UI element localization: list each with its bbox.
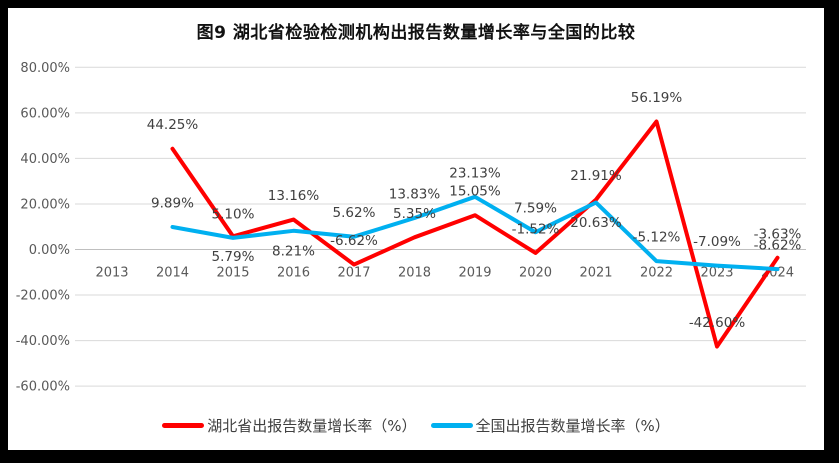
- chart-title: 图9 湖北省检验检测机构出报告数量增长率与全国的比较: [196, 23, 636, 43]
- chart-legend: 湖北省出报告数量增长率（%） 全国出报告数量增长率（%）: [8, 411, 824, 439]
- legend-item-national: 全国出报告数量增长率（%）: [430, 415, 670, 436]
- chart-panel: [8, 8, 824, 450]
- legend-swatch-hubei-red-line: [162, 422, 205, 428]
- legend-label-national: 全国出报告数量增长率（%）: [475, 416, 670, 435]
- legend-item-hubei: 湖北省出报告数量增长率（%）: [162, 415, 417, 436]
- legend-swatch-national-blue-line: [430, 422, 473, 428]
- legend-label-hubei: 湖北省出报告数量增长率（%）: [207, 416, 417, 435]
